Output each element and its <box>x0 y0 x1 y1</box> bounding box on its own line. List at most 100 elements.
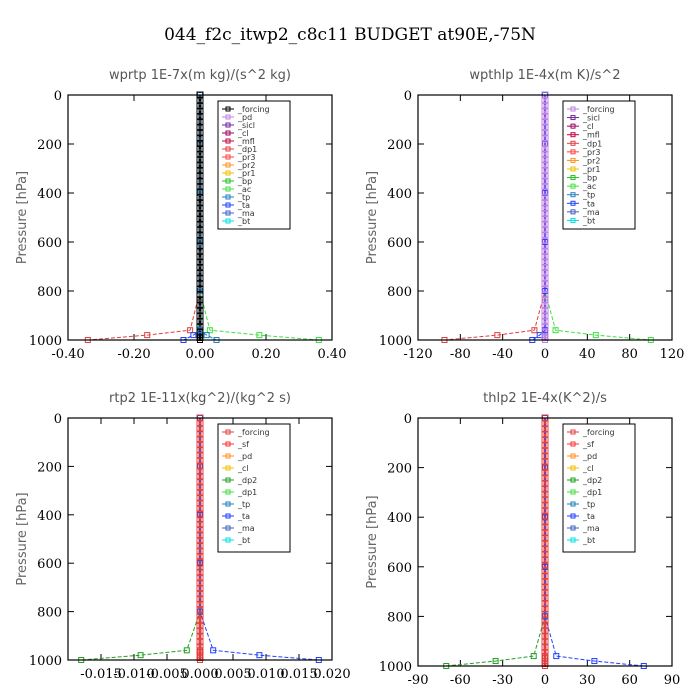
series-marker-ta <box>553 653 560 660</box>
plot-frame <box>67 94 333 341</box>
series-marker-ta <box>210 647 217 654</box>
legend-marker <box>225 441 231 447</box>
legend-label: _ta <box>237 201 250 210</box>
series-marker-dp1 <box>531 327 538 334</box>
profile-marker <box>196 150 204 158</box>
legend-label: _ma <box>237 524 255 533</box>
x-tick-label: -0.20 <box>117 347 150 362</box>
y-tick-label: 400 <box>37 509 62 524</box>
y-tick-label: 200 <box>387 138 412 153</box>
plot-frame <box>67 417 333 661</box>
profile-marker <box>196 622 204 630</box>
x-tick-label: 40 <box>579 347 596 362</box>
profile-marker <box>196 638 204 646</box>
x-tick-label: -60 <box>450 673 471 688</box>
y-tick-label: 600 <box>37 557 62 572</box>
profile-marker <box>196 526 204 534</box>
x-tick-label: -0.40 <box>51 347 84 362</box>
x-tick-label: -0.010 <box>113 667 155 682</box>
legend-box <box>562 100 636 230</box>
legend-label: _cl <box>582 122 594 131</box>
y-tick-label: 800 <box>37 606 62 621</box>
y-tick-label: 1000 <box>379 660 412 675</box>
legend-marker <box>225 465 231 471</box>
y-tick-label: 800 <box>387 610 412 625</box>
y-tick-label: 0 <box>404 89 412 104</box>
legend-label: _forcing <box>237 428 270 437</box>
y-axis-label: Pressure [hPa] <box>365 171 380 264</box>
profile-marker <box>541 317 549 325</box>
profile-marker <box>541 290 549 298</box>
series-line-dp1 <box>444 95 546 341</box>
profile-marker <box>196 536 204 544</box>
profile-marker <box>196 515 204 523</box>
profile-marker <box>541 231 549 239</box>
profile-marker <box>541 523 549 531</box>
legend-label: _bt <box>237 217 250 226</box>
profile-marker <box>196 547 204 555</box>
legend-marker <box>225 513 231 519</box>
legend-label: _dp1 <box>582 139 602 148</box>
series-marker-ta <box>190 332 197 339</box>
legend-marker <box>570 489 576 495</box>
profile-marker <box>196 231 204 239</box>
profile-marker <box>541 534 549 542</box>
profile-marker <box>541 280 549 288</box>
series-marker-tp <box>203 332 210 339</box>
profile-marker <box>541 425 549 433</box>
profile-marker <box>196 457 204 465</box>
profile-marker <box>196 323 204 331</box>
legend-marker <box>225 138 231 144</box>
series-marker-dp2 <box>137 652 144 659</box>
x-tick-label: 80 <box>621 347 638 362</box>
panel-title: wprtp 1E-7x(m kg)/(s^2 kg) <box>109 68 291 83</box>
profile-marker <box>196 590 204 598</box>
y-tick-label: 400 <box>37 187 62 202</box>
x-tick-label: 0.000 <box>181 667 218 682</box>
profile-marker <box>541 226 549 234</box>
profile-marker <box>196 328 204 336</box>
plot-frame <box>417 94 673 341</box>
legend-marker <box>225 453 231 459</box>
legend-label: _pr1 <box>582 165 600 174</box>
y-tick-label: 0 <box>54 89 62 104</box>
profile-marker <box>196 193 204 201</box>
profile-marker <box>541 323 549 331</box>
series-marker-dp2 <box>492 658 499 665</box>
profile-marker <box>196 285 204 293</box>
x-tick-label: 0.010 <box>247 667 284 682</box>
profile-marker <box>541 237 549 245</box>
profile-marker <box>196 648 204 656</box>
panel-2: wpthlp 1E-4x(m K)/s^2 Pressure [hPa] -120 -… <box>365 68 684 362</box>
profile-marker <box>541 610 549 618</box>
profile-marker <box>196 96 204 104</box>
profile-marker <box>541 328 549 336</box>
legend-label: _ma <box>237 209 255 218</box>
legend-label: _ma <box>582 208 600 217</box>
legend-marker <box>570 123 576 129</box>
profile-marker <box>541 150 549 158</box>
profile-marker <box>541 193 549 201</box>
y-axis-label: Pressure [hPa] <box>15 171 30 264</box>
profile-marker <box>541 567 549 575</box>
profile-marker <box>541 253 549 261</box>
legend-marker <box>225 170 231 176</box>
profile-marker <box>541 469 549 477</box>
legend-marker <box>225 218 231 224</box>
profile-marker <box>196 220 204 228</box>
profile-marker <box>196 253 204 261</box>
legend-marker <box>225 154 231 160</box>
profile-marker <box>196 462 204 470</box>
legend-marker <box>225 178 231 184</box>
legend-marker <box>570 192 576 198</box>
profile-marker <box>196 215 204 223</box>
profile-marker <box>541 479 549 487</box>
profile-marker <box>541 113 549 121</box>
x-tick-label: -120 <box>403 347 432 362</box>
legend-marker <box>570 200 576 206</box>
profile-marker <box>541 447 549 455</box>
legend-label: _pr2 <box>582 156 600 165</box>
legend-label: _pd <box>582 452 597 461</box>
profile-marker <box>541 550 549 558</box>
